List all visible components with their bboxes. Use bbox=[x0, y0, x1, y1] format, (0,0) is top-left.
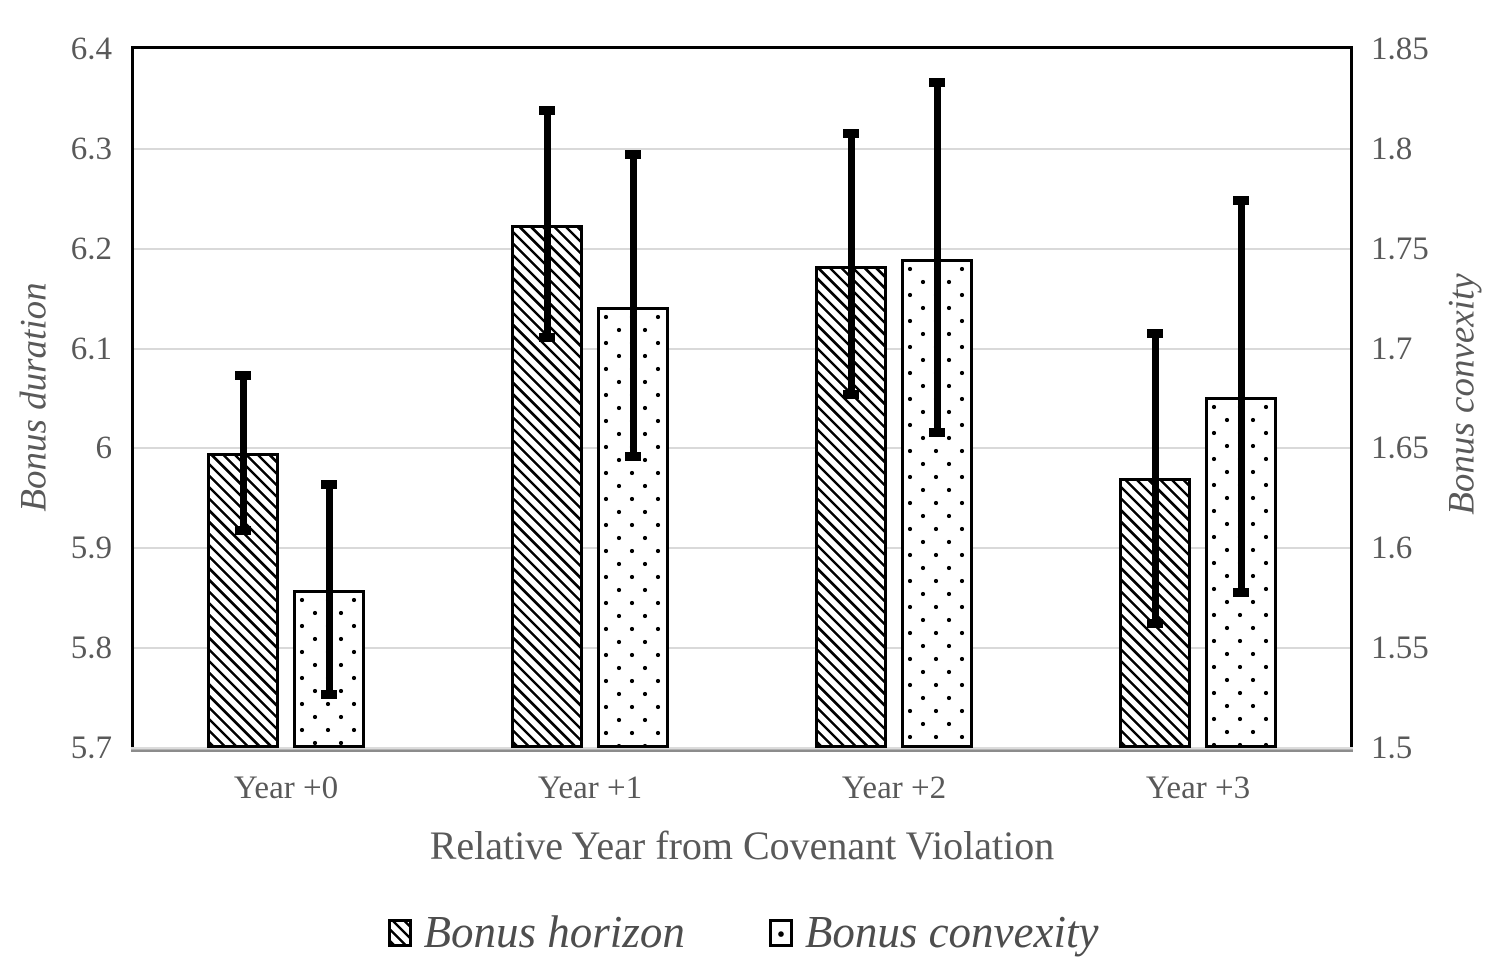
left-axis-tick-label: 5.8 bbox=[70, 630, 112, 667]
gridline bbox=[134, 347, 1350, 350]
error-bar bbox=[235, 371, 251, 535]
gridline bbox=[134, 447, 1350, 450]
left-axis-title: Bonus duration bbox=[13, 282, 55, 512]
error-bar-stem bbox=[1237, 200, 1245, 593]
error-bar bbox=[1147, 329, 1163, 628]
right-axis-tick-label: 1.7 bbox=[1371, 330, 1413, 367]
error-bar-stem bbox=[933, 82, 941, 433]
left-axis-tick-label: 6.3 bbox=[70, 130, 112, 167]
right-axis-tick-label: 1.55 bbox=[1371, 630, 1429, 667]
right-axis-tick-label: 1.5 bbox=[1371, 730, 1413, 766]
error-bar-stem bbox=[847, 133, 855, 395]
right-axis-tick-label: 1.8 bbox=[1371, 130, 1413, 167]
left-axis-tick-label: 6 bbox=[95, 430, 113, 467]
right-axis-tick-label: 1.75 bbox=[1371, 230, 1429, 267]
error-bar-cap-bottom bbox=[1233, 587, 1249, 597]
plot-content bbox=[134, 49, 1350, 748]
gridline bbox=[134, 247, 1350, 250]
left-axis-tick-label: 5.7 bbox=[70, 730, 112, 766]
gridline bbox=[134, 147, 1350, 150]
error-bar-stem bbox=[239, 375, 247, 531]
x-axis-category-label: Year +2 bbox=[841, 770, 947, 806]
error-bar bbox=[625, 150, 641, 461]
legend-item-bonus-horizon: Bonus horizon bbox=[387, 907, 685, 958]
error-bar bbox=[929, 78, 945, 437]
legend: Bonus horizon Bonus convexity bbox=[0, 907, 1486, 958]
error-bar-cap-bottom bbox=[625, 451, 641, 461]
x-axis-line bbox=[131, 747, 1353, 752]
left-axis-tick-label: 6.4 bbox=[70, 31, 112, 67]
left-axis-tick-label: 6.2 bbox=[70, 230, 112, 267]
error-bar-cap-bottom bbox=[843, 390, 859, 399]
hatch-swatch-icon bbox=[387, 918, 412, 947]
error-bar-stem bbox=[1151, 333, 1159, 624]
dot-swatch-icon bbox=[768, 918, 793, 947]
x-axis-category-label: Year +3 bbox=[1145, 770, 1251, 806]
left-axis-tick-label: 5.9 bbox=[70, 530, 112, 567]
x-axis-category-label: Year +1 bbox=[537, 770, 643, 806]
bar-bonus-horizon-year-+0 bbox=[207, 453, 279, 748]
right-axis-tick-label: 1.65 bbox=[1371, 430, 1429, 467]
x-axis-title: Relative Year from Covenant Violation bbox=[429, 823, 1055, 868]
error-bar-cap-bottom bbox=[929, 427, 945, 437]
error-bar-cap-bottom bbox=[539, 333, 555, 343]
error-bar-stem bbox=[325, 483, 333, 695]
legend-label: Bonus horizon bbox=[423, 907, 685, 957]
error-bar bbox=[843, 129, 859, 399]
x-axis-category-label: Year +0 bbox=[233, 770, 339, 806]
error-bar bbox=[321, 479, 337, 699]
error-bar-stem bbox=[543, 110, 551, 339]
error-bar-stem bbox=[629, 154, 637, 457]
right-axis-tick-label: 1.6 bbox=[1371, 530, 1413, 567]
error-bar-cap-bottom bbox=[1147, 618, 1163, 628]
error-bar-cap-bottom bbox=[321, 689, 337, 699]
legend-item-bonus-convexity: Bonus convexity bbox=[768, 907, 1099, 958]
left-axis-tick-label: 6.1 bbox=[70, 330, 112, 367]
gridline bbox=[134, 647, 1350, 650]
right-axis-title: Bonus convexity bbox=[1441, 273, 1483, 515]
error-bar bbox=[1233, 196, 1249, 597]
error-bar-cap-bottom bbox=[235, 525, 251, 535]
gridline bbox=[134, 547, 1350, 550]
legend-label: Bonus convexity bbox=[804, 907, 1099, 957]
plot-area bbox=[131, 46, 1353, 752]
right-axis-tick-label: 1.85 bbox=[1371, 31, 1429, 67]
error-bar bbox=[539, 106, 555, 343]
